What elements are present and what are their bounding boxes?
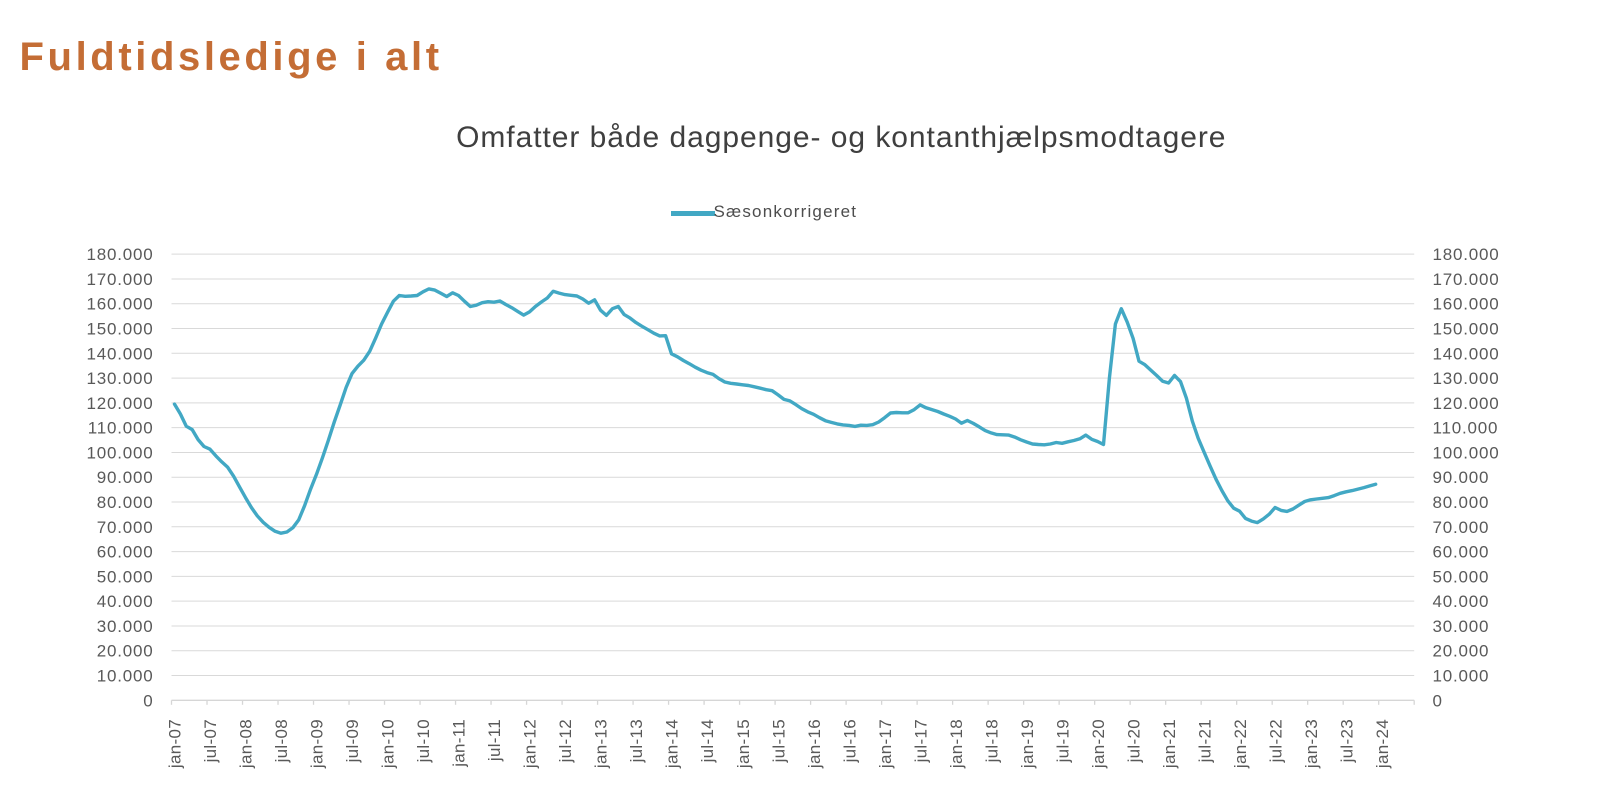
svg-text:160.000: 160.000 [86, 295, 153, 314]
svg-text:70.000: 70.000 [1433, 518, 1490, 537]
svg-text:90.000: 90.000 [97, 468, 154, 487]
svg-text:jul-18: jul-18 [982, 719, 1001, 763]
svg-text:jan-24: jan-24 [1373, 719, 1392, 769]
svg-text:jul-15: jul-15 [769, 719, 788, 763]
svg-text:jul-23: jul-23 [1337, 719, 1356, 763]
svg-text:0: 0 [1433, 691, 1443, 710]
svg-text:jan-20: jan-20 [1089, 719, 1108, 769]
svg-text:140.000: 140.000 [86, 344, 153, 363]
svg-text:60.000: 60.000 [97, 543, 154, 562]
svg-text:jul-17: jul-17 [911, 719, 930, 763]
svg-text:jul-12: jul-12 [556, 719, 575, 763]
svg-text:jan-18: jan-18 [947, 719, 966, 769]
svg-text:110.000: 110.000 [88, 419, 154, 438]
svg-text:jul-10: jul-10 [414, 719, 433, 763]
svg-text:140.000: 140.000 [1433, 344, 1500, 363]
svg-text:30.000: 30.000 [1433, 617, 1490, 636]
svg-text:jul-21: jul-21 [1195, 719, 1214, 763]
svg-text:jan-21: jan-21 [1160, 719, 1179, 769]
svg-text:130.000: 130.000 [1433, 369, 1500, 388]
svg-text:120.000: 120.000 [1433, 394, 1500, 413]
svg-text:jan-10: jan-10 [379, 719, 398, 769]
svg-text:150.000: 150.000 [86, 320, 153, 339]
svg-text:jul-14: jul-14 [698, 719, 717, 763]
svg-text:jan-09: jan-09 [308, 719, 327, 769]
svg-text:jan-14: jan-14 [663, 719, 682, 769]
svg-text:jan-19: jan-19 [1018, 719, 1037, 769]
svg-text:jul-09: jul-09 [343, 719, 362, 763]
svg-text:10.000: 10.000 [1433, 667, 1490, 686]
svg-text:40.000: 40.000 [97, 592, 154, 611]
svg-text:120.000: 120.000 [86, 394, 153, 413]
svg-text:jan-12: jan-12 [521, 719, 540, 769]
svg-text:80.000: 80.000 [1433, 493, 1490, 512]
svg-text:180.000: 180.000 [1433, 245, 1500, 264]
svg-text:jan-15: jan-15 [734, 719, 753, 769]
svg-text:20.000: 20.000 [1433, 642, 1490, 661]
svg-text:jan-16: jan-16 [805, 719, 824, 769]
svg-text:170.000: 170.000 [1433, 270, 1500, 289]
svg-text:60.000: 60.000 [1433, 543, 1490, 562]
svg-text:50.000: 50.000 [1433, 567, 1490, 586]
svg-text:90.000: 90.000 [1433, 468, 1490, 487]
svg-text:100.000: 100.000 [86, 443, 153, 462]
svg-text:jul-11: jul-11 [485, 719, 504, 762]
svg-text:100.000: 100.000 [1433, 443, 1500, 462]
svg-text:160.000: 160.000 [1433, 295, 1500, 314]
svg-text:80.000: 80.000 [97, 493, 154, 512]
svg-text:50.000: 50.000 [97, 567, 154, 586]
svg-text:180.000: 180.000 [86, 245, 153, 264]
svg-text:170.000: 170.000 [86, 270, 153, 289]
svg-text:30.000: 30.000 [97, 617, 154, 636]
svg-text:jan-17: jan-17 [876, 719, 895, 769]
svg-text:20.000: 20.000 [97, 642, 154, 661]
svg-text:110.000: 110.000 [1433, 419, 1499, 438]
svg-text:jul-13: jul-13 [627, 719, 646, 763]
svg-text:jan-11: jan-11 [450, 719, 469, 768]
svg-text:jul-22: jul-22 [1266, 719, 1285, 763]
svg-text:jul-08: jul-08 [272, 719, 291, 763]
svg-text:0: 0 [143, 691, 153, 710]
svg-text:jan-22: jan-22 [1231, 719, 1250, 769]
svg-text:10.000: 10.000 [97, 667, 154, 686]
svg-text:70.000: 70.000 [97, 518, 154, 537]
svg-text:jan-07: jan-07 [166, 719, 185, 769]
svg-text:jul-19: jul-19 [1053, 719, 1072, 763]
svg-text:jul-20: jul-20 [1124, 719, 1143, 763]
svg-text:jan-13: jan-13 [592, 719, 611, 769]
svg-text:jul-16: jul-16 [840, 719, 859, 763]
svg-text:150.000: 150.000 [1433, 320, 1500, 339]
svg-text:jul-07: jul-07 [201, 719, 220, 763]
svg-text:jan-08: jan-08 [237, 719, 256, 769]
svg-text:jan-23: jan-23 [1302, 719, 1321, 769]
svg-text:130.000: 130.000 [86, 369, 153, 388]
svg-text:40.000: 40.000 [1433, 592, 1490, 611]
